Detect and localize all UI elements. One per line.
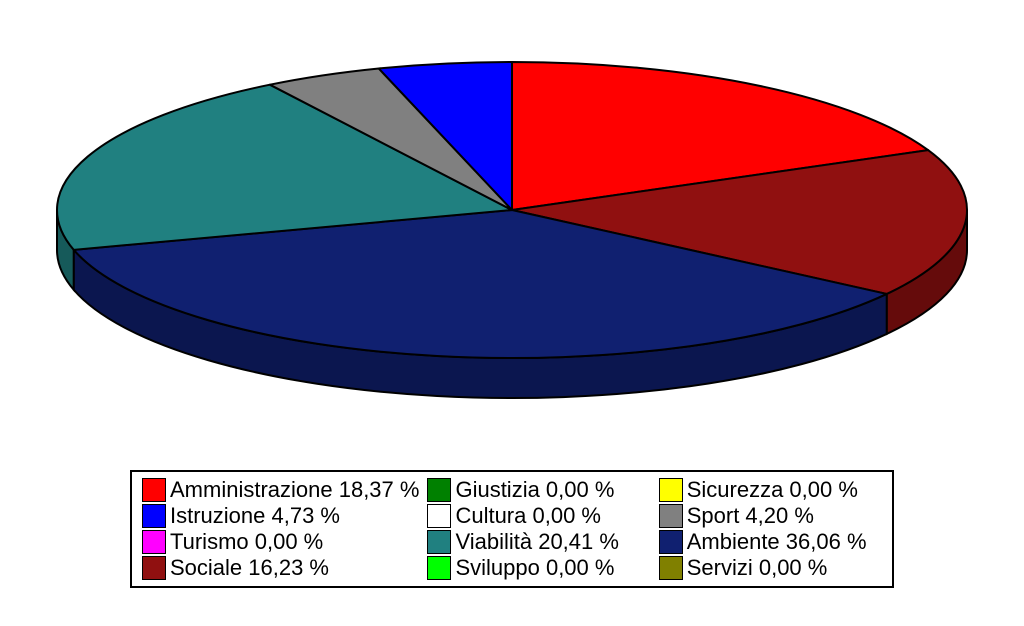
legend-label-sicurezza: Sicurezza 0,00 % [687,478,858,502]
legend-item-sicurezza: Sicurezza 0,00 % [659,478,882,502]
legend-swatch-sicurezza [659,478,683,502]
legend-item-viabilita: Viabilità 20,41 % [427,530,650,554]
legend-swatch-istruzione [142,504,166,528]
legend-swatch-servizi [659,556,683,580]
legend-swatch-cultura [427,504,451,528]
legend-item-giustizia: Giustizia 0,00 % [427,478,650,502]
legend-item-sociale: Sociale 16,23 % [142,556,419,580]
legend-box: Amministrazione 18,37 % Giustizia 0,00 % S… [130,470,894,588]
legend-label-turismo: Turismo 0,00 % [170,530,323,554]
legend-item-sport: Sport 4,20 % [659,504,882,528]
legend-item-amministrazione: Amministrazione 18,37 % [142,478,419,502]
legend-item-ambiente: Ambiente 36,06 % [659,530,882,554]
legend-swatch-amministrazione [142,478,166,502]
legend-label-giustizia: Giustizia 0,00 % [455,478,614,502]
legend-swatch-turismo [142,530,166,554]
legend-label-ambiente: Ambiente 36,06 % [687,530,867,554]
legend-label-sviluppo: Sviluppo 0,00 % [455,556,614,580]
legend-label-sociale: Sociale 16,23 % [170,556,329,580]
legend-label-cultura: Cultura 0,00 % [455,504,601,528]
legend-swatch-sport [659,504,683,528]
legend-swatch-ambiente [659,530,683,554]
legend-swatch-giustizia [427,478,451,502]
legend-item-servizi: Servizi 0,00 % [659,556,882,580]
legend-label-viabilita: Viabilità 20,41 % [455,530,619,554]
legend-item-sviluppo: Sviluppo 0,00 % [427,556,650,580]
pie-chart-3d [0,0,1024,440]
legend-swatch-viabilita [427,530,451,554]
legend-label-servizi: Servizi 0,00 % [687,556,828,580]
legend-swatch-sviluppo [427,556,451,580]
pie-top [57,62,967,358]
legend-item-istruzione: Istruzione 4,73 % [142,504,419,528]
legend-item-cultura: Cultura 0,00 % [427,504,650,528]
legend-swatch-sociale [142,556,166,580]
legend-item-turismo: Turismo 0,00 % [142,530,419,554]
legend-label-sport: Sport 4,20 % [687,504,814,528]
legend-label-istruzione: Istruzione 4,73 % [170,504,340,528]
legend-label-amministrazione: Amministrazione 18,37 % [170,478,419,502]
